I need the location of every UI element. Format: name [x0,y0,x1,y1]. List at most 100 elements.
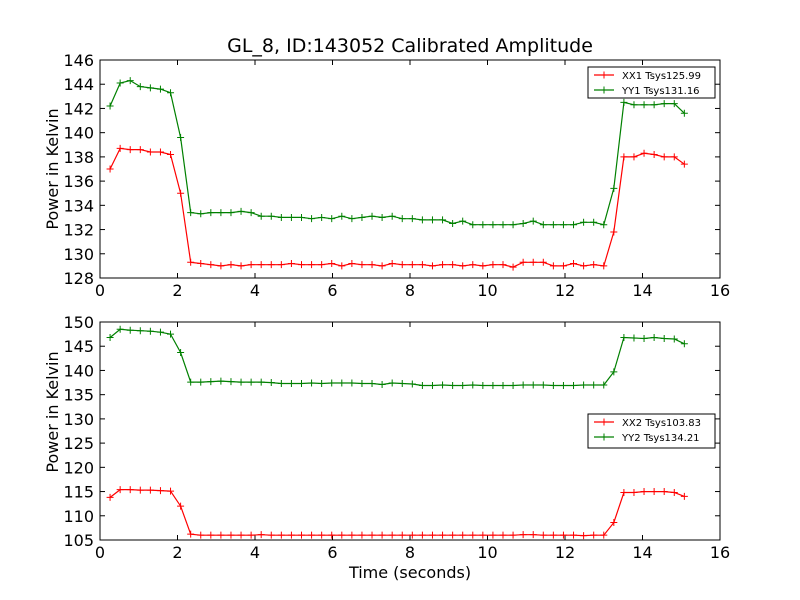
data-point [298,213,305,221]
data-point [308,531,316,539]
data-point [156,85,164,93]
data-point [408,261,416,269]
data-point [650,488,658,496]
data-point [197,210,205,218]
legend-label: YY2 Tsys134.21 [621,433,700,444]
data-point [469,261,477,269]
y-tick-label: 120 [63,458,94,477]
data-point [640,101,648,109]
data-point [177,349,185,357]
data-point [227,531,235,539]
data-point [277,261,285,269]
data-point [449,381,457,389]
data-point [388,379,396,387]
data-point [298,380,305,388]
data-point [126,146,134,154]
data-point [640,334,648,342]
legend-marker [600,433,608,441]
data-point [428,381,436,389]
y-tick-label: 105 [63,531,94,550]
data-point [348,531,356,539]
data-point [600,531,608,539]
data-point [106,493,114,501]
data-point [398,531,406,539]
data-point [308,261,316,269]
x-tick-label: 2 [172,281,182,300]
data-point [338,212,346,220]
data-point [247,261,255,269]
y-tick-label: 144 [63,75,94,94]
data-point [116,79,124,87]
y-tick-label: 132 [63,221,94,240]
data-point [680,340,688,348]
data-point [197,378,205,386]
data-point [207,261,215,269]
x-tick-label: 12 [555,543,575,562]
data-point [328,259,336,267]
series-line-xx2 [109,489,685,537]
data-point [106,334,114,342]
data-point [489,261,497,269]
data-point [287,213,295,221]
data-point [378,262,386,270]
data-point [449,261,457,269]
legend-marker [600,86,608,94]
data-point [338,531,346,539]
data-point [348,215,356,223]
data-point [247,378,255,386]
data-point [237,262,245,270]
data-point [408,531,416,539]
data-point [257,531,265,539]
data-point [217,209,225,217]
data-point [549,262,557,270]
data-point [136,327,144,335]
data-point [439,216,447,224]
data-point [156,487,164,495]
data-point [378,380,386,388]
data-point [439,531,447,539]
data-point [489,381,497,389]
data-point [469,531,477,539]
data-point [610,228,618,236]
data-point [459,262,467,270]
data-point [247,209,255,217]
data-point [338,379,346,387]
data-point [570,381,578,389]
x-tick-label: 4 [250,543,260,562]
data-point [257,212,265,220]
data-point [328,379,336,387]
data-point [177,189,185,197]
data-point [237,378,245,386]
series-line-xx1 [109,147,685,268]
data-point [428,262,436,270]
data-point [217,531,225,539]
y-tick-label: 115 [63,483,94,502]
data-point [197,531,205,539]
data-point [559,221,567,229]
data-point [318,531,326,539]
data-point [277,531,285,539]
data-point [489,221,497,229]
data-point [620,334,628,342]
data-point [207,209,215,217]
data-point [630,101,638,109]
data-point [670,100,678,108]
data-point [136,486,144,494]
y-tick-label: 145 [63,337,94,356]
data-point [640,149,648,157]
data-point [580,381,588,389]
data-point [489,531,497,539]
data-point [227,209,235,217]
data-point [126,77,134,85]
data-point [650,150,658,158]
data-point [418,261,426,269]
data-point [570,221,578,229]
data-point [630,334,638,342]
data-point [499,221,507,229]
data-point [600,221,608,229]
y-tick-label: 138 [63,148,94,167]
data-point [328,215,336,223]
x-tick-label: 16 [710,281,730,300]
data-point [217,262,225,270]
